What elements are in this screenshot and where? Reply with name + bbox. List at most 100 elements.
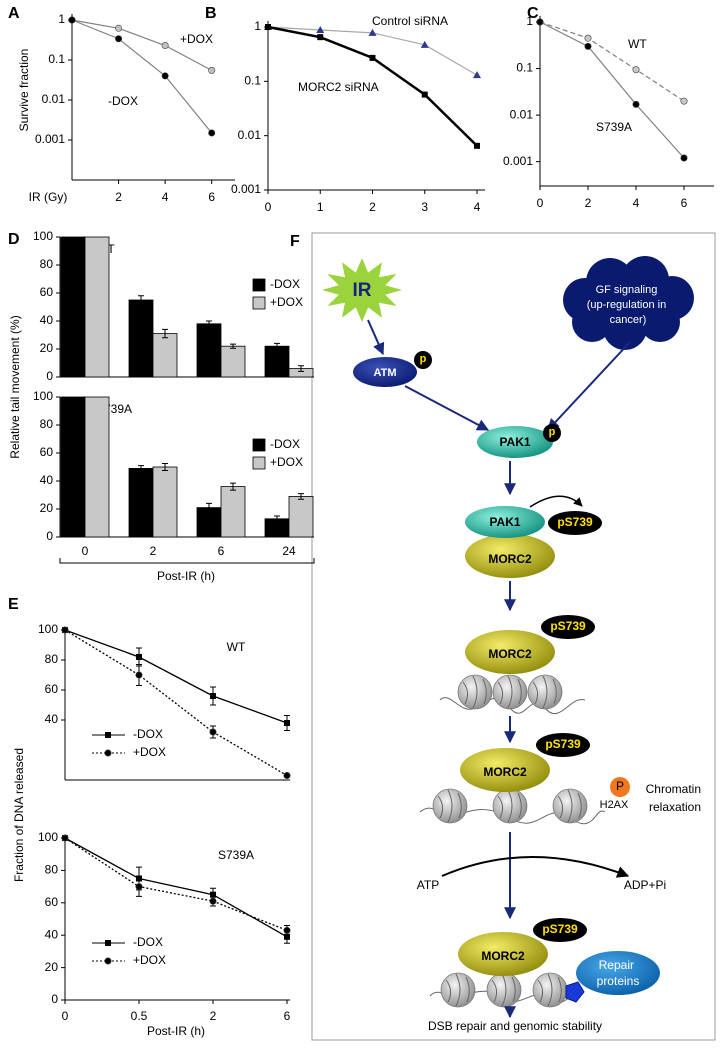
nucleosome — [492, 788, 528, 824]
marker — [135, 883, 143, 891]
marker — [209, 728, 217, 736]
repair-node — [576, 951, 660, 995]
y-axis-label: Relative tail movement (%) — [8, 315, 22, 458]
marker — [584, 42, 592, 50]
marker — [284, 933, 290, 940]
node-label: Chromatin relaxation — [646, 782, 705, 814]
marker — [265, 24, 271, 30]
marker — [136, 654, 142, 660]
nucleosome — [432, 788, 468, 824]
marker — [632, 66, 640, 74]
repair-shape — [565, 981, 585, 1003]
error-bar — [206, 320, 212, 328]
x-tick-label: 2 — [115, 190, 122, 204]
x-tick-label: 0 — [265, 200, 272, 214]
node-label: ADP+Pi — [624, 878, 666, 892]
y-tick-label: 0 — [46, 369, 53, 383]
x-tick-label: 4 — [633, 196, 640, 210]
node-label: MORC2 — [488, 552, 532, 566]
y-tick-label: 20 — [45, 960, 59, 974]
bar — [84, 236, 110, 378]
y-tick-label: 60 — [40, 285, 54, 299]
bar — [84, 396, 110, 538]
marker — [680, 97, 688, 105]
node-label: MORC2 — [488, 647, 532, 661]
marker — [369, 54, 376, 61]
nucleosome — [532, 972, 568, 1008]
nucleosome — [492, 674, 528, 710]
marker — [208, 66, 216, 74]
pak1-node — [465, 506, 545, 538]
nucleosome — [457, 674, 493, 710]
series-line — [71, 19, 213, 134]
line: (up-regulation in — [587, 299, 667, 311]
legend-swatch — [252, 438, 266, 452]
y-tick-label: 1 — [254, 19, 261, 33]
panel-label: C — [527, 5, 539, 22]
dna — [439, 697, 586, 715]
marker — [210, 693, 216, 699]
y-tick-label: 0.01 — [238, 128, 262, 142]
x-tick-label: 0 — [62, 1009, 69, 1023]
bar — [128, 299, 154, 378]
y-tick-label: 0.1 — [516, 61, 533, 75]
node-label: GF signaling (up-regulation in cancer) — [587, 284, 670, 326]
legend-label: -DOX — [133, 727, 163, 741]
pathway-diagram: F IR ATM p GF signaling (up-regulation i… — [290, 232, 716, 1041]
line: GF signaling — [596, 284, 658, 296]
y-tick-label: 0 — [51, 992, 58, 1006]
node-label: ATP — [417, 878, 439, 892]
line: proteins — [597, 974, 640, 988]
series-label: Control siRNA — [372, 14, 448, 28]
bar — [128, 467, 154, 538]
arrow — [547, 341, 631, 431]
y-tick-label: 0.001 — [503, 154, 533, 168]
marker — [209, 897, 217, 905]
phospho-badge — [610, 777, 630, 797]
panel-title: WT — [227, 640, 246, 654]
x-tick-label: 6 — [284, 1009, 291, 1023]
node-label: IR — [353, 280, 372, 301]
legend-label: +DOX — [270, 455, 303, 469]
series-label: +DOX — [180, 32, 213, 46]
marker — [421, 91, 428, 98]
y-tick-label: 0.1 — [244, 74, 261, 88]
bar — [288, 495, 314, 538]
marker — [283, 926, 291, 934]
series-line — [71, 19, 212, 71]
phospho-badge — [543, 424, 561, 442]
y-tick-label: 0.001 — [231, 182, 261, 196]
legend-swatch — [252, 456, 266, 470]
x-tick-label: 4 — [162, 190, 169, 204]
y-tick-label: 100 — [38, 830, 58, 844]
y-tick-label: 80 — [40, 257, 54, 271]
x-tick-label: 3 — [421, 200, 428, 214]
y-tick-label: 0.01 — [42, 92, 66, 106]
marker — [105, 940, 111, 946]
legend-swatch — [252, 278, 266, 292]
marker — [473, 71, 481, 79]
line: cancer) — [610, 314, 647, 326]
legend-label: +DOX — [133, 745, 166, 759]
bar — [152, 466, 178, 538]
x-tick-label: 2 — [585, 196, 592, 210]
series-line — [64, 629, 288, 724]
marker — [284, 720, 290, 726]
x-tick-label: 0 — [537, 196, 544, 210]
y-tick-label: 40 — [45, 927, 59, 941]
series-label: MORC2 siRNA — [298, 80, 379, 94]
error-bar — [274, 515, 280, 523]
y-tick-label: 1 — [526, 14, 533, 28]
x-tick-label: 6 — [208, 190, 215, 204]
marker — [283, 771, 291, 779]
y-tick-label: 20 — [40, 501, 54, 515]
y-tick-label: 40 — [40, 313, 54, 327]
line: relaxation — [649, 800, 701, 814]
node-label: PAK1 — [489, 515, 520, 529]
phospho-badge — [414, 351, 432, 369]
marker — [61, 626, 69, 634]
marker — [68, 16, 76, 24]
y-tick-label: 0.1 — [48, 52, 65, 66]
arrow — [441, 856, 630, 878]
